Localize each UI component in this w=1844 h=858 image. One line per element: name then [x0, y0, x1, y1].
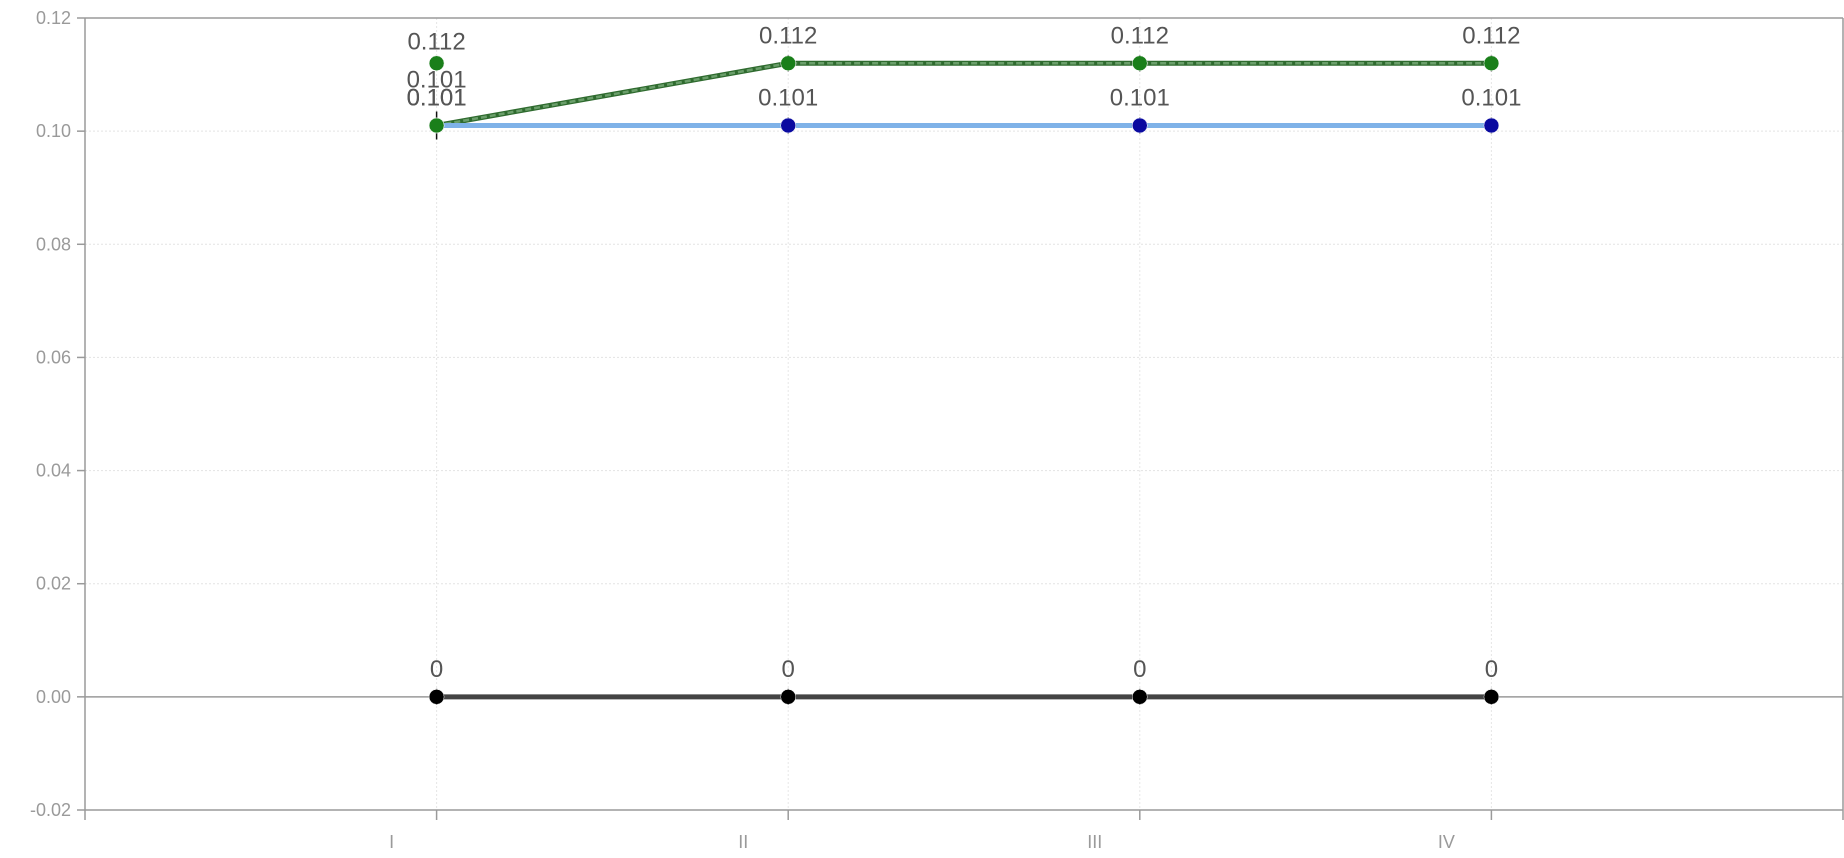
extra-data-label: 0.101 — [407, 66, 467, 93]
x-tick-label: III — [1087, 832, 1102, 852]
x-tick-label: I — [389, 832, 394, 852]
y-tick-label: 0.08 — [36, 234, 71, 254]
series-line-outline — [437, 63, 1492, 125]
series-layer — [429, 55, 1499, 705]
y-tick-label: 0.04 — [36, 461, 71, 481]
axes-layer: 0.120.100.080.060.040.020.00-0.02I II III I… — [30, 8, 1843, 852]
series-point — [1132, 118, 1147, 133]
data-label: 0 — [430, 656, 443, 683]
data-label: 0 — [782, 656, 795, 683]
data-label: 0.101 — [1110, 84, 1170, 111]
series-point — [429, 689, 444, 704]
series-point — [781, 56, 796, 71]
data-label: 0.112 — [759, 22, 817, 49]
series-line — [437, 63, 1492, 125]
y-tick-label: 0.06 — [36, 347, 71, 367]
extra-data-label: 0.112 — [407, 28, 465, 55]
x-tick-label: II — [738, 832, 748, 852]
data-label: 0.112 — [1462, 22, 1520, 49]
y-tick-label: 0.00 — [36, 687, 71, 707]
y-tick-label: 0.02 — [36, 574, 71, 594]
grid-layer — [85, 18, 1843, 810]
y-tick-label: 0.10 — [36, 121, 71, 141]
data-label: 0.101 — [758, 84, 818, 111]
series-point — [1132, 689, 1147, 704]
extra-point — [429, 118, 444, 133]
x-tick-label: IV — [1438, 832, 1455, 852]
series-point — [1484, 689, 1499, 704]
series-point — [781, 118, 796, 133]
data-label: 0.101 — [1461, 84, 1521, 111]
series-point — [1484, 56, 1499, 71]
series-point — [1132, 56, 1147, 71]
series-point — [1484, 118, 1499, 133]
data-label: 0.112 — [1111, 22, 1169, 49]
series-point — [781, 689, 796, 704]
y-tick-label: 0.12 — [36, 8, 71, 28]
y-tick-label: -0.02 — [30, 800, 71, 820]
data-label: 0 — [1133, 656, 1146, 683]
data-label: 0 — [1485, 656, 1498, 683]
